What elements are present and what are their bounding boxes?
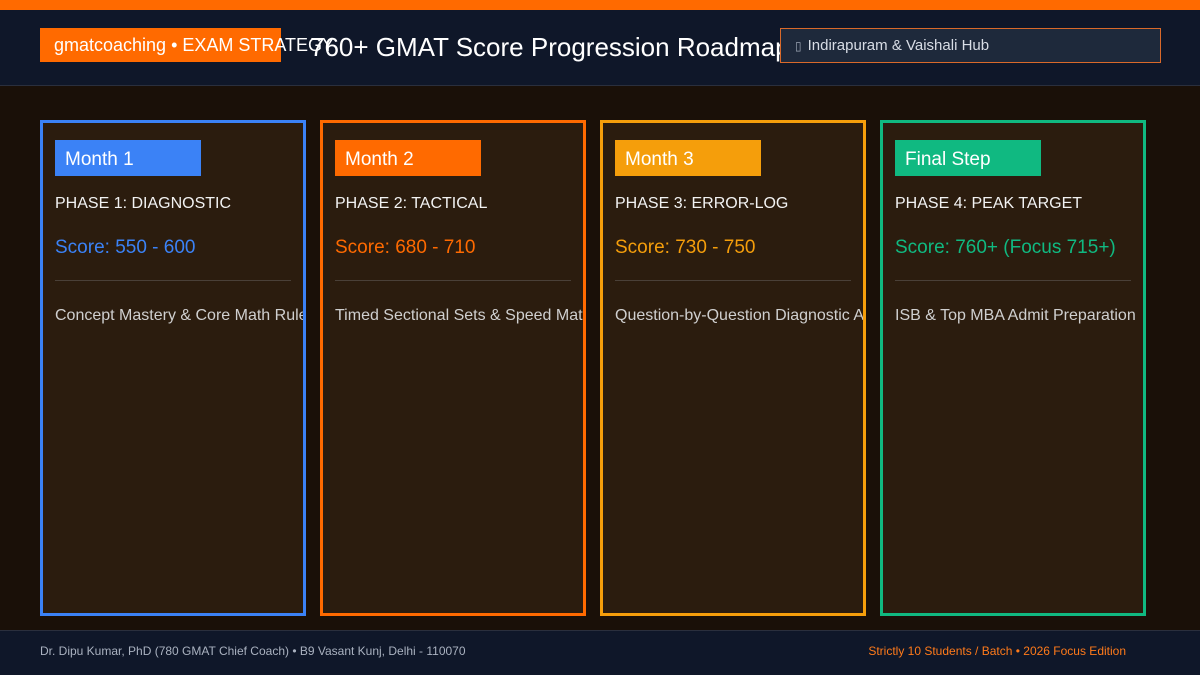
phase-card-2: Month 2 PHASE 2: TACTICAL Score: 680 - 7… — [320, 120, 586, 616]
phase-card-4: Final Step PHASE 4: PEAK TARGET Score: 7… — [880, 120, 1146, 616]
phase-description: Question-by-Question Diagnostic Audit — [615, 307, 866, 324]
footer-batch-note: Strictly 10 Students / Batch • 2026 Focu… — [868, 644, 1126, 658]
page-title: 760+ GMAT Score Progression Roadmap — [310, 32, 790, 62]
footer-credits: Dr. Dipu Kumar, PhD (780 GMAT Chief Coac… — [40, 644, 466, 658]
phase-title: PHASE 4: PEAK TARGET — [895, 195, 1083, 212]
phase-card-1: Month 1 PHASE 1: DIAGNOSTIC Score: 550 -… — [40, 120, 306, 616]
map-pin-icon: ▯ — [795, 39, 802, 53]
location-label: Indirapuram & Vaishali Hub — [807, 37, 990, 54]
footer: Dr. Dipu Kumar, PhD (780 GMAT Chief Coac… — [0, 630, 1200, 675]
phase-tag: Month 2 — [335, 140, 481, 176]
phase-title: PHASE 2: TACTICAL — [335, 195, 488, 212]
divider — [55, 280, 291, 281]
phase-score: Score: 760+ (Focus 715+) — [895, 237, 1116, 258]
top-accent-bar — [0, 0, 1200, 10]
phase-description: Concept Mastery & Core Math Rules — [55, 307, 306, 324]
divider — [335, 280, 571, 281]
brand-badge: gmatcoaching • EXAM STRATEGY — [40, 28, 334, 62]
phase-score: Score: 730 - 750 — [615, 237, 756, 258]
phase-description: Timed Sectional Sets & Speed Math — [335, 307, 586, 324]
divider — [895, 280, 1131, 281]
phase-card-3: Month 3 PHASE 3: ERROR-LOG Score: 730 - … — [600, 120, 866, 616]
location-badge: ▯ Indirapuram & Vaishali Hub — [780, 28, 1161, 63]
phase-title: PHASE 3: ERROR-LOG — [615, 195, 789, 212]
phase-score: Score: 680 - 710 — [335, 237, 476, 258]
phase-tag: Month 3 — [615, 140, 761, 176]
phase-description: ISB & Top MBA Admit Preparation — [895, 307, 1136, 324]
phase-tag: Final Step — [895, 140, 1041, 176]
phase-title: PHASE 1: DIAGNOSTIC — [55, 195, 232, 212]
phase-score: Score: 550 - 600 — [55, 237, 196, 258]
divider — [615, 280, 851, 281]
phase-tag: Month 1 — [55, 140, 201, 176]
header: gmatcoaching • EXAM STRATEGY 760+ GMAT S… — [0, 10, 1200, 86]
